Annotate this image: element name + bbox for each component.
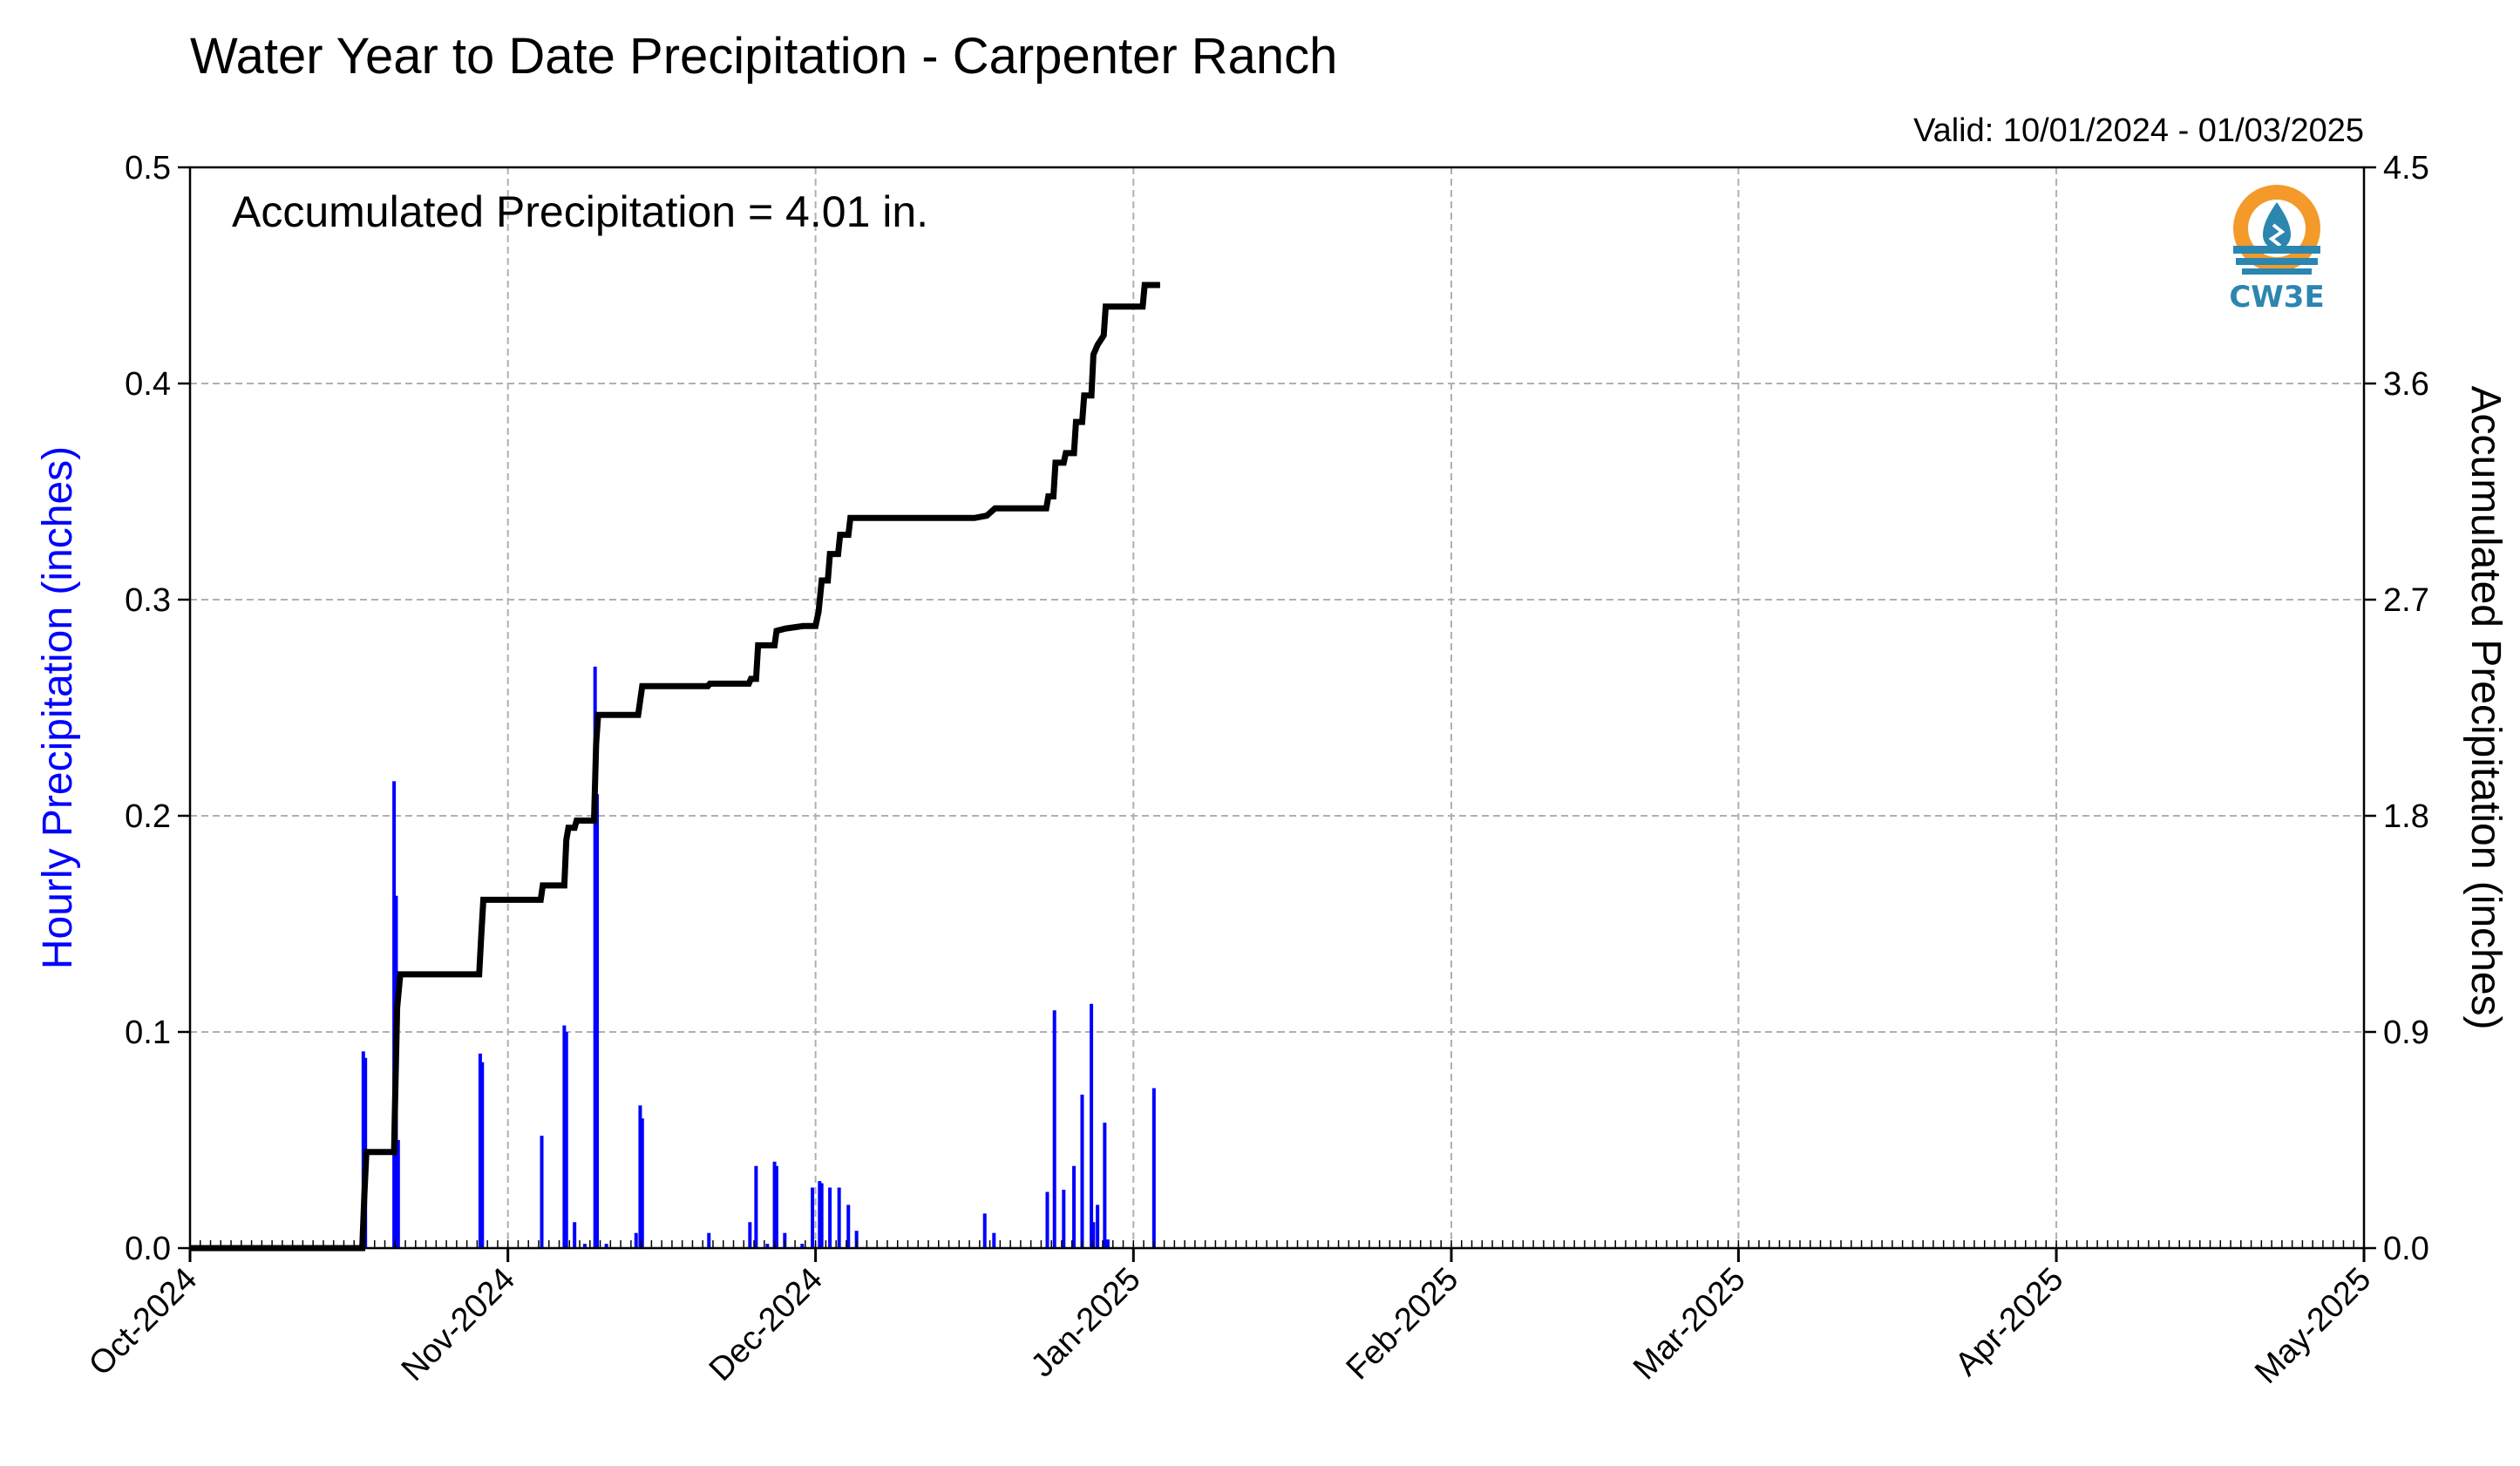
precip-bar xyxy=(818,1181,822,1248)
precip-bar xyxy=(540,1136,544,1248)
precip-bar xyxy=(1080,1094,1084,1248)
right-y-tick-label: 3.6 xyxy=(2383,366,2429,403)
right-y-axis-ticks: 0.0 0.9 1.8 2.7 3.6 4.5 xyxy=(2364,150,2429,1267)
precip-bar xyxy=(1052,1010,1056,1248)
precip-bar xyxy=(1045,1191,1049,1248)
accumulated-line xyxy=(190,282,1160,1252)
precip-bar xyxy=(774,1165,778,1248)
valid-range: Valid: 10/01/2024 - 01/03/2025 xyxy=(1913,112,2364,149)
accumulated-series-line xyxy=(190,282,1160,1252)
precip-bar xyxy=(1072,1165,1077,1248)
precip-bar xyxy=(634,1232,638,1248)
left-y-tick-label: 0.0 xyxy=(125,1231,171,1267)
precip-bar xyxy=(748,1222,752,1248)
logo-wave-2 xyxy=(2236,258,2318,265)
left-y-tick-label: 0.2 xyxy=(125,798,171,835)
precip-bar xyxy=(564,1032,568,1248)
precip-bar xyxy=(640,1118,644,1248)
precip-bar xyxy=(982,1213,987,1248)
precip-bar xyxy=(828,1187,832,1248)
precip-bar xyxy=(478,1053,482,1248)
right-y-tick-label: 0.0 xyxy=(2383,1231,2429,1267)
accumulated-annotation: Accumulated Precipitation = 4.01 in. xyxy=(232,187,928,236)
precip-bar xyxy=(992,1232,996,1248)
precip-bar xyxy=(707,1232,711,1248)
logo-wave-3 xyxy=(2242,268,2312,275)
precip-bar xyxy=(854,1231,859,1248)
precip-bar xyxy=(573,1222,577,1248)
precip-bar xyxy=(765,1244,770,1248)
precip-bar xyxy=(811,1187,815,1248)
left-y-tick-label: 0.3 xyxy=(125,582,171,619)
precip-bar xyxy=(361,1051,365,1248)
left-y-axis-ticks: 0.0 0.1 0.2 0.3 0.4 0.5 xyxy=(125,150,190,1267)
precip-bar xyxy=(1151,1088,1156,1248)
right-y-tick-label: 1.8 xyxy=(2383,798,2429,835)
precip-bar xyxy=(480,1062,485,1248)
chart-title: Water Year to Date Precipitation - Carpe… xyxy=(190,28,1337,85)
right-y-tick-label: 2.7 xyxy=(2383,582,2429,619)
precip-bar xyxy=(1103,1123,1107,1248)
precip-bar xyxy=(638,1105,642,1248)
precip-bar xyxy=(837,1187,841,1248)
precip-bar xyxy=(396,1140,400,1248)
precip-bar xyxy=(582,1244,587,1248)
precip-bar xyxy=(1062,1190,1066,1248)
precip-bar xyxy=(1096,1205,1100,1248)
precip-bar xyxy=(1090,1003,1094,1248)
left-y-tick-label: 0.4 xyxy=(125,366,171,403)
precip-bar xyxy=(604,1244,608,1248)
precip-bar xyxy=(819,1183,824,1248)
right-y-tick-label: 0.9 xyxy=(2383,1015,2429,1051)
grid-lines xyxy=(190,167,2364,1248)
precip-bar xyxy=(754,1165,758,1248)
precip-bar xyxy=(846,1205,851,1248)
precip-bar xyxy=(593,666,597,1248)
cw3e-logo: CW3E xyxy=(2229,185,2325,315)
precip-bar xyxy=(800,1244,805,1248)
logo-text: CW3E xyxy=(2229,280,2324,315)
left-y-tick-label: 0.1 xyxy=(125,1015,171,1051)
left-y-tick-label: 0.5 xyxy=(125,150,171,187)
precip-bar xyxy=(562,1025,567,1248)
logo-wave-1 xyxy=(2233,246,2320,254)
precip-bar xyxy=(1105,1239,1110,1248)
precip-bar xyxy=(1091,1222,1096,1248)
precip-bar xyxy=(772,1161,777,1248)
right-y-axis-label: Accumulated Precipitation (inches) xyxy=(2462,385,2509,1029)
right-y-tick-label: 4.5 xyxy=(2383,150,2429,187)
logo-bolt-icon xyxy=(2268,223,2286,248)
precip-bar xyxy=(595,794,600,1248)
left-y-axis-label: Hourly Precipitation (inches) xyxy=(35,446,81,969)
